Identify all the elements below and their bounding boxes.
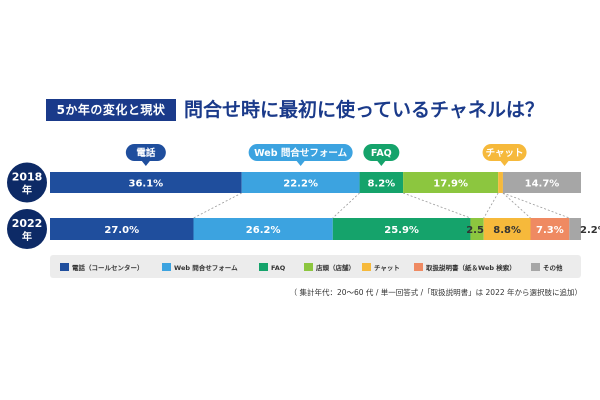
legend-swatch [414, 263, 423, 271]
callout-pointer [296, 161, 305, 166]
data-label: 22.2% [283, 179, 318, 190]
bar-segment [403, 172, 499, 193]
callout-bubble [482, 144, 527, 161]
data-label: 36.1% [128, 179, 163, 190]
bar-segment [569, 218, 581, 240]
legend-label: 電話（コールセンター） [72, 263, 144, 272]
section-tag: 5か年の変化と現状 [46, 99, 176, 121]
year-label: 2022 [12, 217, 43, 230]
legend-swatch [60, 263, 69, 271]
data-label: 14.7% [525, 179, 560, 190]
legend-swatch [259, 263, 268, 271]
legend-label: チャット [374, 264, 400, 272]
connector-line [402, 192, 471, 219]
callout-pointer [377, 161, 386, 166]
year-badge [7, 209, 47, 249]
legend-label: 店頭（店舗） [316, 263, 355, 272]
callout-label: チャット [486, 148, 524, 159]
connector-line [502, 192, 531, 219]
bar-segment [50, 218, 194, 240]
bar-segment [483, 218, 531, 240]
page-title: 問合せ時に最初に使っているチャネルは？ [184, 99, 544, 121]
callout-bubble [125, 144, 166, 161]
legend-swatch [162, 263, 171, 271]
data-label: 26.2% [246, 225, 281, 236]
legend-box [50, 255, 581, 278]
bar-segment [193, 218, 333, 240]
year-label: 年 [22, 230, 32, 243]
callout-pointer [500, 161, 509, 166]
legend-label: 取扱説明書（紙＆Web 検索） [426, 263, 516, 272]
year-label: 2018 [12, 171, 43, 184]
callout-pointer [141, 161, 150, 166]
data-label: 25.9% [384, 225, 419, 236]
data-label: 7.3% [536, 225, 564, 236]
legend-swatch [362, 263, 371, 271]
data-label: 8.8% [493, 225, 521, 236]
bar-segment [359, 172, 404, 193]
connector-line [483, 192, 499, 219]
connector-line [502, 192, 570, 219]
callout-label: FAQ [371, 148, 392, 159]
connector-line [193, 192, 242, 219]
data-label: 2.5% [466, 225, 494, 236]
data-label: 27.0% [104, 225, 139, 236]
data-label: 8.2% [367, 179, 395, 190]
bar-segment [502, 172, 581, 193]
callout-label: Web 問合せフォーム [254, 147, 347, 159]
data-label: 2.2% [580, 225, 600, 236]
legend-swatch [304, 263, 313, 271]
footnote: （ 集計年代：20～60 代 / 単一回答式 /「取扱説明書」は 2022 年か… [289, 288, 582, 297]
bar-segment [332, 218, 471, 240]
year-label: 年 [22, 184, 32, 197]
callout-bubble [248, 144, 353, 161]
legend-label: FAQ [271, 264, 286, 272]
bar-segment [530, 218, 570, 240]
bar-segment [470, 218, 484, 240]
data-label: 17.9% [433, 179, 468, 190]
callout-bubble [363, 144, 400, 161]
callout-label: 電話 [136, 147, 156, 159]
legend-swatch [531, 263, 540, 271]
year-badge [7, 162, 47, 203]
bar-segment [50, 172, 242, 193]
bar-segment [498, 172, 503, 193]
legend-label: Web 問合せフォーム [174, 263, 238, 272]
bar-segment [241, 172, 360, 193]
connector-line [332, 192, 360, 219]
legend-label: その他 [543, 263, 563, 272]
